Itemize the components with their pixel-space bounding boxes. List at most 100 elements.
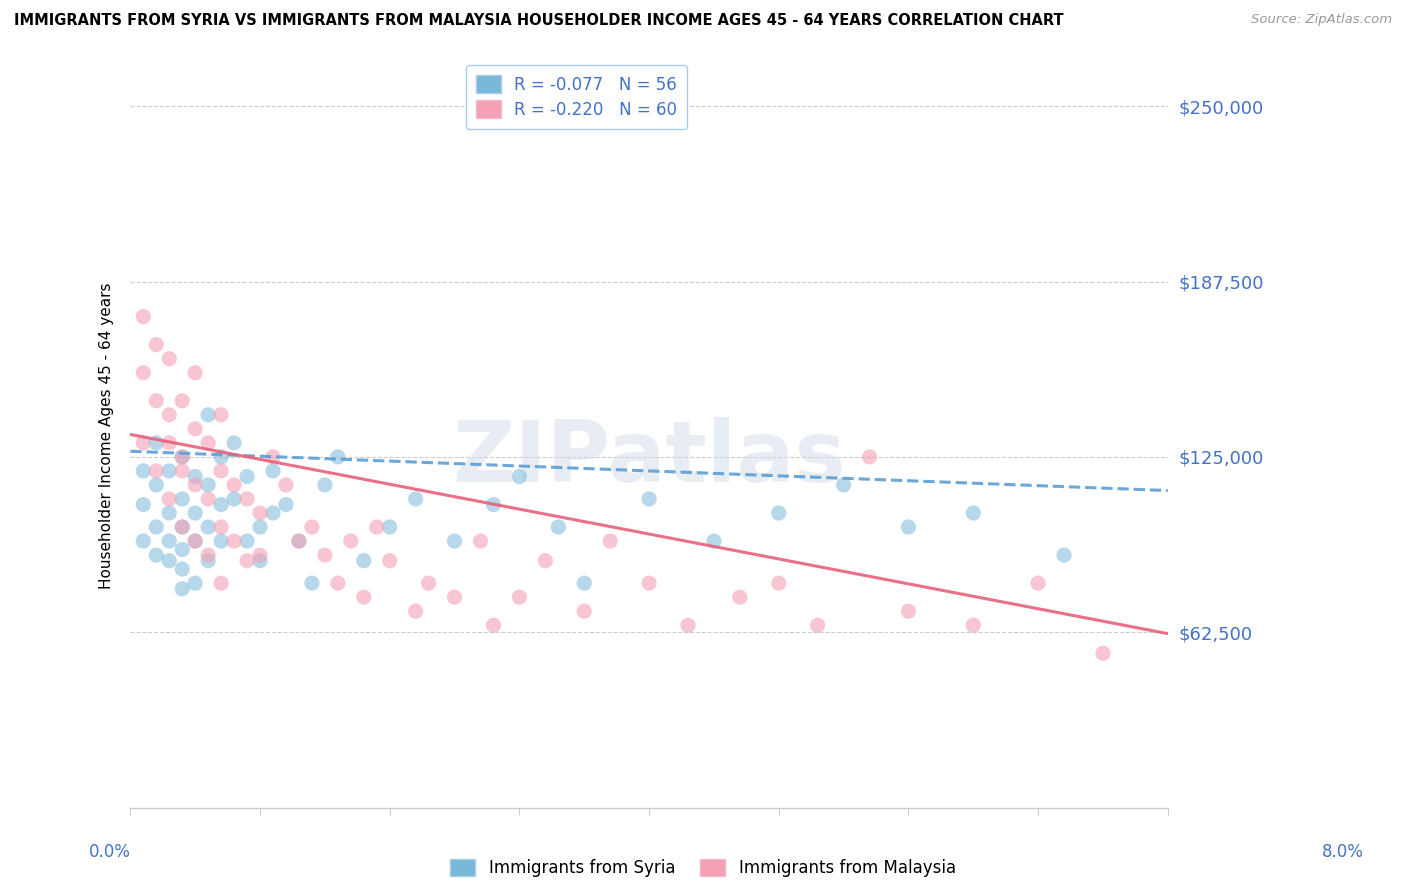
Point [184,576,207,591]
Point [172,562,194,576]
Point [222,478,245,492]
Point [1053,548,1076,562]
Point [236,534,259,549]
Point [574,576,596,591]
Point [184,478,207,492]
Text: 0.0%: 0.0% [89,843,131,861]
Point [184,469,207,483]
Point [301,520,323,534]
Point [326,450,349,464]
Point [132,310,155,324]
Point [703,534,725,549]
Point [807,618,830,632]
Point [157,464,180,478]
Point [172,393,194,408]
Point [157,435,180,450]
Point [222,435,245,450]
Point [236,491,259,506]
Point [249,548,271,562]
Point [962,506,984,520]
Point [353,590,375,604]
Point [145,435,167,450]
Point [547,520,569,534]
Point [482,498,505,512]
Point [470,534,492,549]
Point [508,590,530,604]
Point [482,618,505,632]
Point [209,520,232,534]
Point [301,576,323,591]
Point [574,604,596,618]
Point [249,506,271,520]
Point [288,534,311,549]
Y-axis label: Householder Income Ages 45 - 64 years: Householder Income Ages 45 - 64 years [100,283,114,589]
Point [157,491,180,506]
Point [157,534,180,549]
Text: 8.0%: 8.0% [1322,843,1364,861]
Point [249,520,271,534]
Point [443,590,465,604]
Point [1091,646,1114,660]
Text: IMMIGRANTS FROM SYRIA VS IMMIGRANTS FROM MALAYSIA HOUSEHOLDER INCOME AGES 45 - 6: IMMIGRANTS FROM SYRIA VS IMMIGRANTS FROM… [14,13,1064,29]
Point [534,554,557,568]
Point [405,604,427,618]
Point [157,554,180,568]
Point [197,491,219,506]
Point [157,408,180,422]
Point [832,478,855,492]
Point [222,491,245,506]
Point [172,464,194,478]
Point [638,491,661,506]
Point [638,576,661,591]
Point [132,366,155,380]
Point [132,464,155,478]
Point [184,366,207,380]
Point [132,498,155,512]
Text: Source: ZipAtlas.com: Source: ZipAtlas.com [1251,13,1392,27]
Point [274,498,297,512]
Point [172,542,194,557]
Point [768,576,790,591]
Point [184,422,207,436]
Point [405,491,427,506]
Point [443,534,465,549]
Point [418,576,440,591]
Point [728,590,751,604]
Point [172,520,194,534]
Point [184,506,207,520]
Point [222,534,245,549]
Point [209,464,232,478]
Point [962,618,984,632]
Point [262,506,284,520]
Point [157,351,180,366]
Point [197,408,219,422]
Point [145,520,167,534]
Point [288,534,311,549]
Point [145,337,167,351]
Point [326,576,349,591]
Point [897,520,920,534]
Point [378,520,401,534]
Point [209,576,232,591]
Point [508,469,530,483]
Point [197,478,219,492]
Point [249,554,271,568]
Point [209,450,232,464]
Point [197,548,219,562]
Point [897,604,920,618]
Point [197,554,219,568]
Point [197,520,219,534]
Point [197,435,219,450]
Legend: R = -0.077   N = 56, R = -0.220   N = 60: R = -0.077 N = 56, R = -0.220 N = 60 [465,65,688,129]
Point [676,618,699,632]
Point [172,582,194,596]
Point [145,548,167,562]
Point [172,520,194,534]
Point [145,464,167,478]
Point [184,534,207,549]
Text: ZIPatlas: ZIPatlas [453,417,846,500]
Point [378,554,401,568]
Point [314,478,336,492]
Point [236,554,259,568]
Point [599,534,621,549]
